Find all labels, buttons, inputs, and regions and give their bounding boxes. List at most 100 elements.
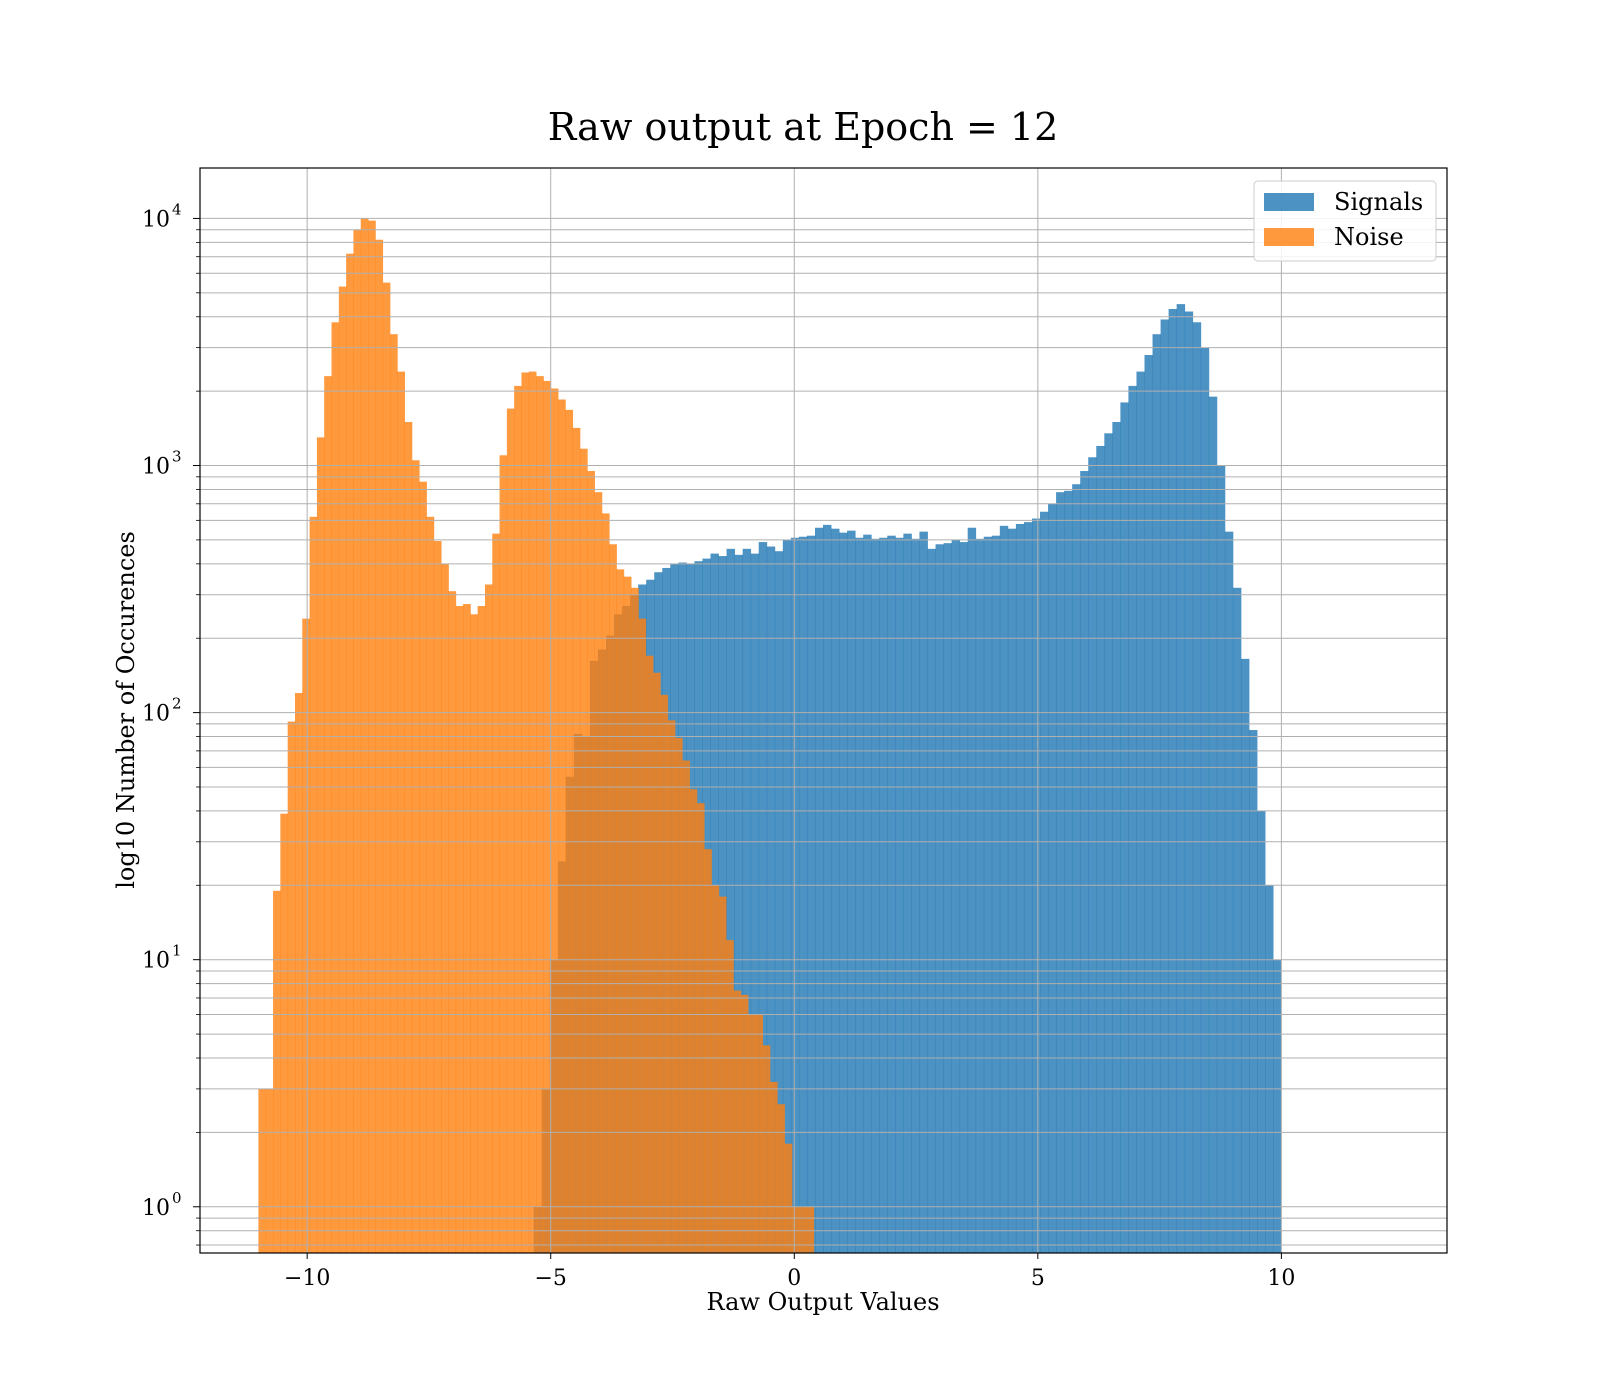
bar-noise-51 [631, 587, 639, 1253]
bar-signals-33 [798, 536, 808, 1253]
bar-noise-5 [294, 693, 303, 1253]
bar-noise-9 [324, 376, 332, 1253]
bar-noise-57 [674, 737, 683, 1253]
grid-layer [200, 168, 1447, 1253]
bar-noise-26 [448, 591, 457, 1253]
bar-signals-26 [742, 548, 752, 1253]
bar-noise-33 [499, 455, 508, 1253]
bar-signals-58 [999, 525, 1009, 1253]
bar-noise-40 [550, 388, 559, 1253]
bar-noise-36 [521, 372, 530, 1254]
bar-noise-30 [477, 606, 486, 1253]
bar-noise-75 [806, 1206, 815, 1253]
bar-signals-63 [1040, 511, 1049, 1253]
plot-frame [199, 167, 1448, 1254]
bar-signals-47 [911, 538, 920, 1253]
bar-signals-39 [847, 530, 856, 1253]
bar-signals-52 [951, 539, 961, 1253]
bar-signals-36 [823, 524, 832, 1253]
series-noise [258, 218, 815, 1254]
y-tick-exponent-0: 0 [172, 1189, 182, 1207]
bar-noise-10 [331, 322, 340, 1253]
bar-noise-45 [587, 471, 595, 1253]
y-tick-label-4: 10 [142, 207, 170, 232]
bar-signals-87 [1232, 587, 1242, 1253]
y-tick-exponent-4: 4 [172, 200, 182, 218]
bar-signals-82 [1192, 322, 1202, 1253]
bar-noise-66 [740, 994, 749, 1253]
bar-noise-27 [455, 606, 464, 1253]
bar-noise-13 [353, 229, 362, 1254]
bar-signals-59 [1007, 528, 1017, 1253]
bar-noise-32 [492, 533, 500, 1253]
bar-signals-41 [863, 534, 872, 1253]
bar-signals-72 [1112, 422, 1121, 1253]
bar-noise-31 [484, 584, 493, 1253]
bar-signals-45 [895, 537, 904, 1253]
bar-noise-37 [528, 371, 537, 1254]
bar-noise-19 [397, 371, 405, 1254]
bar-noise-42 [565, 409, 574, 1254]
y-tick-exponent-1: 1 [172, 942, 182, 960]
bar-signals-81 [1184, 311, 1194, 1253]
bar-signals-77 [1152, 334, 1161, 1253]
x-tick-label-4: 10 [1267, 1266, 1295, 1291]
y-tick-label-3: 10 [142, 455, 170, 480]
bar-signals-32 [790, 537, 800, 1253]
bar-noise-28 [463, 604, 471, 1253]
bar-noise-67 [748, 1014, 756, 1253]
x-tick-label-2: 0 [787, 1266, 801, 1291]
bar-noise-4 [287, 721, 296, 1253]
y-tick-exponent-3: 3 [172, 448, 182, 466]
bar-signals-68 [1080, 471, 1089, 1253]
bar-noise-8 [316, 437, 325, 1253]
bar-noise-71 [777, 1104, 785, 1253]
bar-signals-42 [871, 538, 880, 1253]
bar-noise-39 [543, 380, 552, 1253]
bar-noise-58 [682, 760, 690, 1253]
bar-noise-60 [696, 803, 705, 1253]
bar-noise-54 [653, 672, 661, 1253]
bar-signals-66 [1064, 490, 1073, 1253]
bar-signals-34 [806, 535, 816, 1253]
y-tick-exponent-2: 2 [172, 695, 182, 713]
bar-signals-27 [750, 553, 760, 1253]
bar-signals-83 [1200, 347, 1210, 1253]
bar-signals-55 [975, 538, 985, 1253]
chart-title: Raw output at Epoch = 12 [548, 105, 1059, 149]
bar-noise-24 [433, 540, 442, 1253]
bar-noise-62 [711, 885, 720, 1253]
bar-signals-50 [935, 544, 944, 1253]
bar-noise-43 [572, 427, 581, 1253]
bar-noise-52 [638, 618, 647, 1253]
legend-label-noise: Noise [1334, 223, 1404, 251]
bar-signals-92 [1273, 959, 1282, 1253]
bar-noise-6 [302, 618, 310, 1253]
bar-signals-65 [1056, 492, 1065, 1253]
bar-noise-49 [616, 569, 625, 1253]
bar-signals-30 [774, 551, 784, 1253]
bar-noise-25 [441, 563, 449, 1253]
bar-signals-73 [1120, 402, 1129, 1253]
bar-noise-21 [411, 460, 420, 1253]
bar-signals-54 [967, 527, 977, 1253]
bar-signals-88 [1240, 658, 1250, 1253]
bar-signals-78 [1160, 319, 1170, 1254]
bar-noise-34 [506, 408, 515, 1254]
bar-noise-35 [514, 385, 522, 1253]
bar-noise-14 [360, 218, 369, 1254]
bar-signals-90 [1257, 810, 1266, 1253]
bar-signals-64 [1048, 503, 1057, 1253]
bar-signals-84 [1208, 396, 1218, 1253]
bar-signals-76 [1144, 355, 1153, 1253]
bar-noise-55 [660, 694, 669, 1253]
bar-signals-57 [991, 535, 1001, 1253]
bar-noise-38 [536, 376, 544, 1253]
bar-noise-64 [726, 940, 734, 1253]
bar-noise-53 [645, 655, 654, 1253]
bar-signals-28 [758, 542, 768, 1253]
bar-signals-85 [1216, 465, 1226, 1253]
bar-signals-74 [1128, 385, 1137, 1253]
